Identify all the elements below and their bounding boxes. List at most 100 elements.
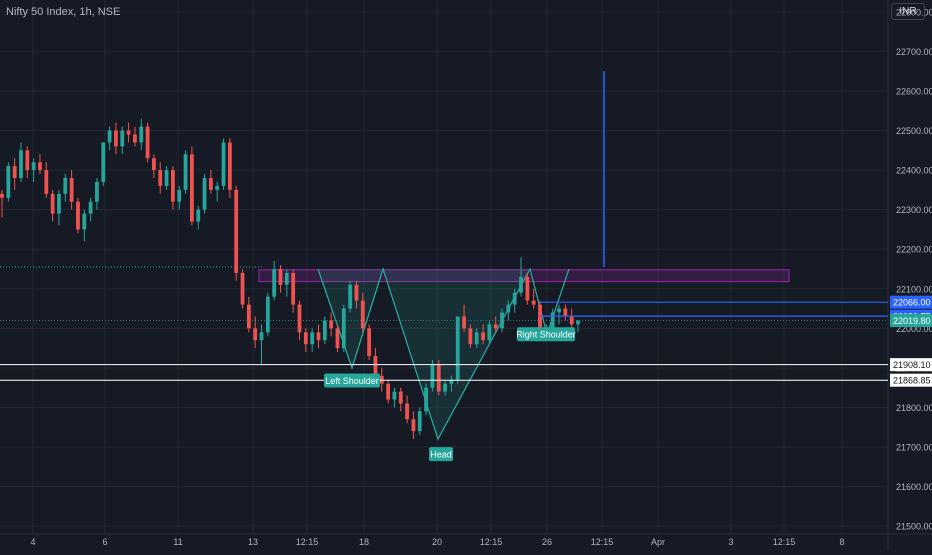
candle-body[interactable] — [348, 284, 353, 309]
candle-body[interactable] — [25, 150, 30, 171]
candle-body[interactable] — [208, 178, 213, 190]
candle-body[interactable] — [506, 304, 511, 313]
candle-body[interactable] — [481, 332, 485, 341]
candle-body[interactable] — [69, 178, 74, 202]
candle-body[interactable] — [322, 320, 327, 341]
candle-body[interactable] — [354, 284, 359, 301]
candle-body[interactable] — [202, 178, 207, 210]
candle-body[interactable] — [512, 292, 517, 305]
candle-body[interactable] — [44, 170, 49, 194]
candle-body[interactable] — [443, 383, 447, 392]
candle-body[interactable] — [550, 312, 555, 329]
candle-body[interactable] — [449, 379, 454, 384]
candle-body[interactable] — [310, 332, 315, 345]
candle-body[interactable] — [139, 126, 144, 143]
candle-body[interactable] — [500, 312, 504, 329]
candle-body[interactable] — [215, 185, 220, 190]
candle-body[interactable] — [360, 300, 365, 329]
candle-body[interactable] — [133, 134, 137, 143]
pattern-fill — [318, 268, 530, 440]
candle-body[interactable] — [417, 411, 422, 432]
candle-body[interactable] — [234, 189, 239, 273]
candle-body[interactable] — [367, 328, 372, 356]
candle-body[interactable] — [538, 304, 542, 337]
candle-body[interactable] — [0, 193, 4, 198]
candle-body[interactable] — [164, 170, 169, 186]
candle-body[interactable] — [569, 316, 574, 325]
candle-body[interactable] — [291, 272, 296, 305]
candle-body[interactable] — [468, 328, 473, 345]
candle-body[interactable] — [95, 181, 99, 202]
candle-body[interactable] — [436, 363, 441, 392]
candle-body[interactable] — [107, 130, 112, 143]
candle-body[interactable] — [474, 332, 479, 345]
candle-body[interactable] — [76, 201, 80, 230]
candle-body[interactable] — [12, 166, 17, 178]
candle-body[interactable] — [177, 189, 182, 202]
candle-body[interactable] — [114, 130, 118, 147]
candle-body[interactable] — [221, 142, 226, 186]
candle-body[interactable] — [6, 166, 11, 198]
candle-body[interactable] — [171, 170, 175, 202]
candle-body[interactable] — [227, 142, 232, 190]
candle-body[interactable] — [576, 320, 580, 325]
candle-body[interactable] — [272, 268, 277, 297]
candle-body[interactable] — [297, 304, 302, 333]
candle-body[interactable] — [531, 300, 536, 305]
candle-body[interactable] — [563, 308, 568, 317]
candle-body[interactable] — [240, 272, 245, 305]
candle-body[interactable] — [303, 332, 308, 345]
candle-body[interactable] — [19, 150, 23, 178]
candle-body[interactable] — [246, 304, 251, 329]
candle-body[interactable] — [341, 308, 346, 349]
candle-body[interactable] — [424, 387, 428, 412]
x-tick-label: 13 — [248, 537, 258, 547]
candle-body[interactable] — [183, 154, 188, 190]
candle-body[interactable] — [386, 383, 391, 400]
candle-body[interactable] — [38, 162, 42, 171]
candle-body[interactable] — [329, 320, 334, 329]
candle-body[interactable] — [126, 130, 131, 135]
candle-body[interactable] — [253, 328, 258, 341]
price-label-bg — [890, 358, 932, 372]
y-tick-label: 21600.00 — [896, 482, 932, 492]
candle-body[interactable] — [189, 154, 194, 222]
candle-body[interactable] — [63, 178, 68, 194]
candle-body[interactable] — [405, 403, 409, 420]
resistance-zone[interactable] — [258, 269, 790, 283]
candle-body[interactable] — [462, 316, 466, 329]
candle-body[interactable] — [120, 130, 125, 147]
candle-body[interactable] — [519, 276, 523, 293]
candle-body[interactable] — [88, 201, 93, 214]
candle-body[interactable] — [493, 324, 498, 329]
candle-body[interactable] — [335, 328, 340, 349]
candle-body[interactable] — [57, 193, 61, 214]
currency-button[interactable]: INR — [891, 3, 925, 20]
candle-body[interactable] — [392, 391, 397, 400]
candle-body[interactable] — [50, 193, 55, 214]
candle-body[interactable] — [196, 209, 201, 222]
candle-body[interactable] — [145, 126, 150, 159]
candle-body[interactable] — [430, 363, 435, 388]
candle-body[interactable] — [373, 356, 378, 376]
candle-body[interactable] — [82, 213, 87, 230]
candle-body[interactable] — [557, 308, 561, 313]
candle-body[interactable] — [398, 391, 403, 404]
candle-body[interactable] — [487, 324, 492, 341]
candle-body[interactable] — [411, 419, 416, 432]
candle-body[interactable] — [455, 316, 460, 380]
candle-body[interactable] — [31, 162, 36, 171]
candle-body[interactable] — [525, 276, 530, 301]
candle-body[interactable] — [259, 332, 264, 341]
candle-body[interactable] — [158, 170, 163, 186]
candle-body[interactable] — [152, 158, 156, 171]
candle-body[interactable] — [278, 268, 283, 285]
candle-body[interactable] — [265, 296, 270, 333]
x-tick-label: 26 — [542, 537, 552, 547]
y-tick-label: 22300.00 — [896, 205, 932, 215]
candle-body[interactable] — [101, 142, 106, 182]
candle-body[interactable] — [316, 332, 321, 341]
candle-body[interactable] — [284, 272, 289, 285]
